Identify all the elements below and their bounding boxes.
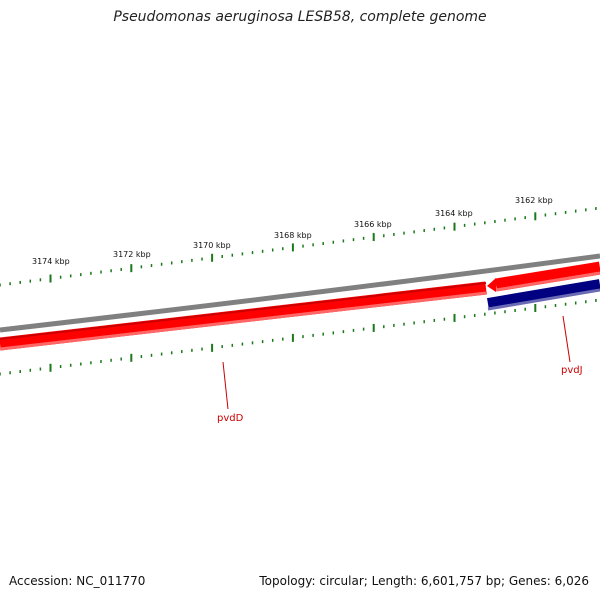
gene-reverse[interactable] — [486, 279, 600, 310]
pvdJ-leader — [562, 315, 571, 363]
gene-pvdD-edge — [0, 282, 487, 340]
gene-reverse-shade — [487, 288, 600, 311]
accession-label: Accession: NC_011770 — [9, 574, 146, 588]
kbp-label: 3172 kbp — [113, 250, 151, 259]
genome-backbone — [0, 253, 600, 333]
gene-pvdD-shade — [0, 291, 487, 351]
kbp-label: 3162 kbp — [515, 196, 553, 205]
inner-tick-ring — [0, 299, 597, 376]
gene-pvdJ-shade — [495, 271, 600, 292]
gene-pvdJ[interactable] — [494, 261, 600, 292]
gene-pvdD[interactable] — [0, 281, 487, 351]
pvdD-leader — [222, 361, 229, 410]
kbp-label: 3166 kbp — [354, 220, 392, 229]
kbp-label: 3168 kbp — [274, 231, 312, 240]
kbp-label: 3170 kbp — [193, 241, 231, 250]
kbp-label: 3164 kbp — [435, 209, 473, 218]
gene-pvdJ-arrowhead — [487, 278, 496, 292]
kbp-label: 3174 kbp — [32, 257, 70, 266]
gene-label-pvdJ: pvdJ — [561, 365, 583, 376]
map-title: Pseudomonas aeruginosa LESB58, complete … — [113, 9, 487, 25]
genome-summary: Topology: circular; Length: 6,601,757 bp… — [259, 574, 589, 588]
gene-label-pvdD: pvdD — [217, 413, 244, 424]
outer-tick-ring — [0, 207, 597, 287]
